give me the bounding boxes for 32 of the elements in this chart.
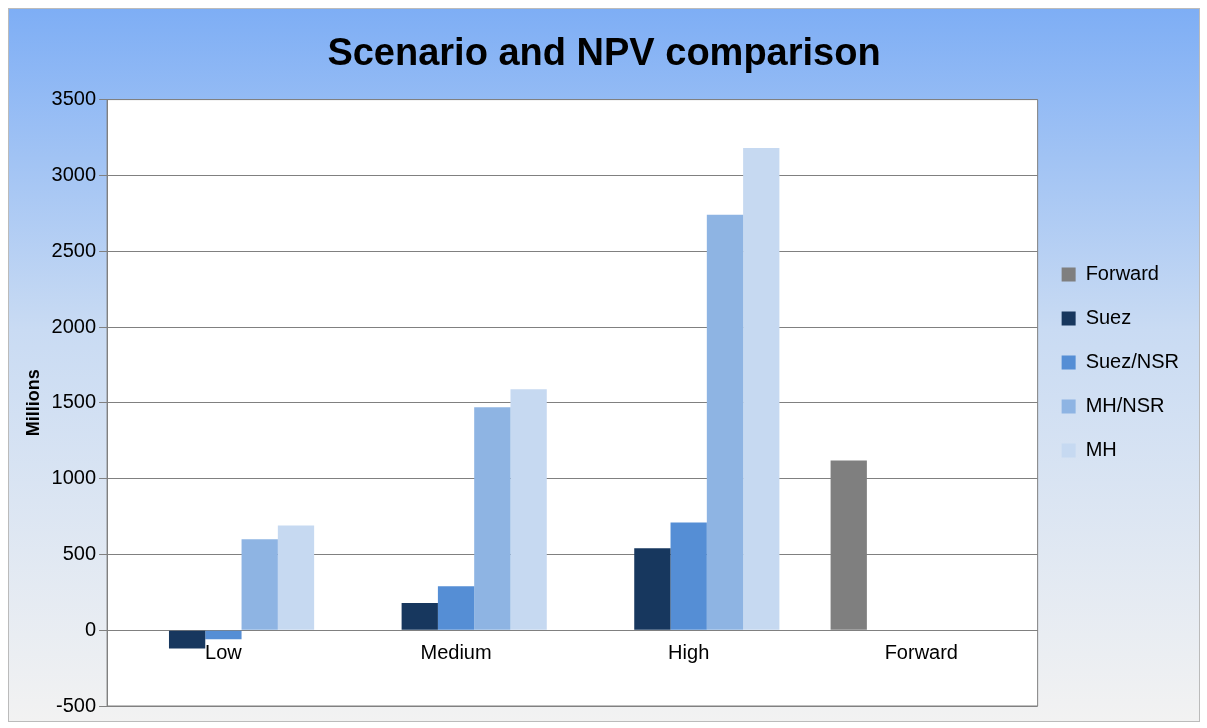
- bar: [634, 548, 671, 630]
- y-tick-label: 3000: [51, 162, 97, 185]
- y-axis-title: Millions: [22, 369, 43, 437]
- bar: [241, 539, 278, 630]
- bar: [510, 389, 547, 630]
- bar: [277, 525, 315, 630]
- bar: [474, 407, 511, 630]
- x-tick-label: High: [668, 640, 710, 663]
- bar: [205, 630, 242, 640]
- bar: [670, 522, 707, 630]
- x-tick-label: Medium: [420, 640, 492, 663]
- bar: [706, 214, 744, 630]
- y-tick-label: 3500: [51, 87, 97, 110]
- x-tick-label: Forward: [884, 640, 958, 663]
- legend-label: MH/NSR: [1085, 394, 1165, 417]
- y-tick-label: 1000: [51, 466, 97, 489]
- y-tick-label: 2000: [51, 314, 97, 337]
- y-tick-label: 1500: [51, 390, 97, 413]
- x-tick-label: Low: [205, 640, 243, 663]
- legend-label: MH: [1085, 438, 1117, 461]
- bar: [743, 148, 780, 630]
- bar: [168, 630, 206, 649]
- bar: [437, 586, 475, 630]
- legend-label: Suez: [1085, 306, 1132, 329]
- chart-title: Scenario and NPV comparison: [327, 31, 881, 74]
- y-tick-label: 0: [84, 617, 97, 640]
- y-tick-label: -500: [56, 693, 97, 716]
- legend-label: Forward: [1085, 262, 1159, 285]
- bar: [401, 602, 438, 630]
- legend-label: Suez/NSR: [1085, 350, 1180, 373]
- y-tick-label: 2500: [51, 238, 97, 261]
- y-tick-label: 500: [62, 541, 97, 564]
